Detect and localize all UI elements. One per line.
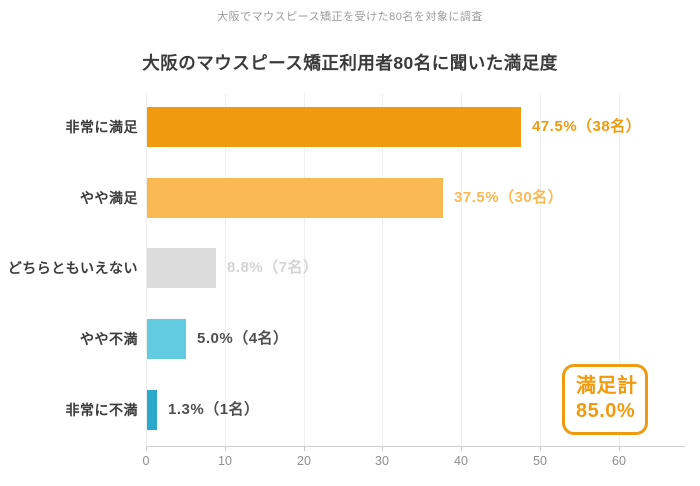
badge-value: 85.0% (576, 400, 636, 422)
x-tick-mark-50 (540, 446, 541, 451)
x-gridline-40 (461, 93, 462, 446)
x-tick-label-20: 20 (297, 454, 311, 468)
x-tick-mark-20 (304, 446, 305, 451)
category-label-0: 非常に満足 (65, 119, 138, 135)
chart-title: 大阪のマウスピース矯正利用者80名に聞いた満足度 (142, 53, 558, 73)
value-label-4: 1.3%（1名） (168, 401, 260, 418)
value-label-0: 47.5%（38名） (532, 118, 642, 135)
x-tick-mark-10 (225, 446, 226, 451)
bar-3 (147, 319, 186, 359)
x-gridline-10 (225, 93, 226, 446)
satisfaction-total-badge: 満足計 85.0% (562, 364, 648, 435)
x-tick-label-60: 60 (612, 454, 626, 468)
x-axis-line (146, 446, 685, 447)
x-tick-mark-40 (461, 446, 462, 451)
x-tick-mark-30 (382, 446, 383, 451)
x-gridline-20 (304, 93, 305, 446)
x-gridline-50 (540, 93, 541, 446)
x-tick-label-0: 0 (142, 454, 150, 468)
x-tick-label-50: 50 (533, 454, 547, 468)
value-label-2: 8.8%（7名） (227, 259, 319, 276)
category-label-4: 非常に不満 (65, 402, 138, 418)
chart-subtitle: 大阪でマウスピース矯正を受けた80名を対象に調査 (217, 11, 483, 23)
x-gridline-0 (146, 93, 147, 446)
x-tick-label-40: 40 (454, 454, 468, 468)
bar-1 (147, 178, 443, 218)
badge-label: 満足計 (576, 375, 638, 397)
x-gridline-60 (619, 93, 620, 446)
bar-0 (147, 107, 521, 147)
x-gridline-30 (382, 93, 383, 446)
value-label-3: 5.0%（4名） (197, 330, 289, 347)
category-label-2: どちらともいえない (7, 260, 138, 276)
x-tick-mark-0 (146, 446, 147, 451)
bar-4 (147, 390, 157, 430)
category-label-3: やや不満 (80, 331, 138, 347)
bar-2 (147, 248, 216, 288)
category-label-1: やや満足 (80, 190, 138, 206)
value-label-1: 37.5%（30名） (454, 189, 564, 206)
x-tick-label-30: 30 (375, 454, 389, 468)
x-tick-mark-60 (619, 446, 620, 451)
x-tick-label-10: 10 (218, 454, 232, 468)
